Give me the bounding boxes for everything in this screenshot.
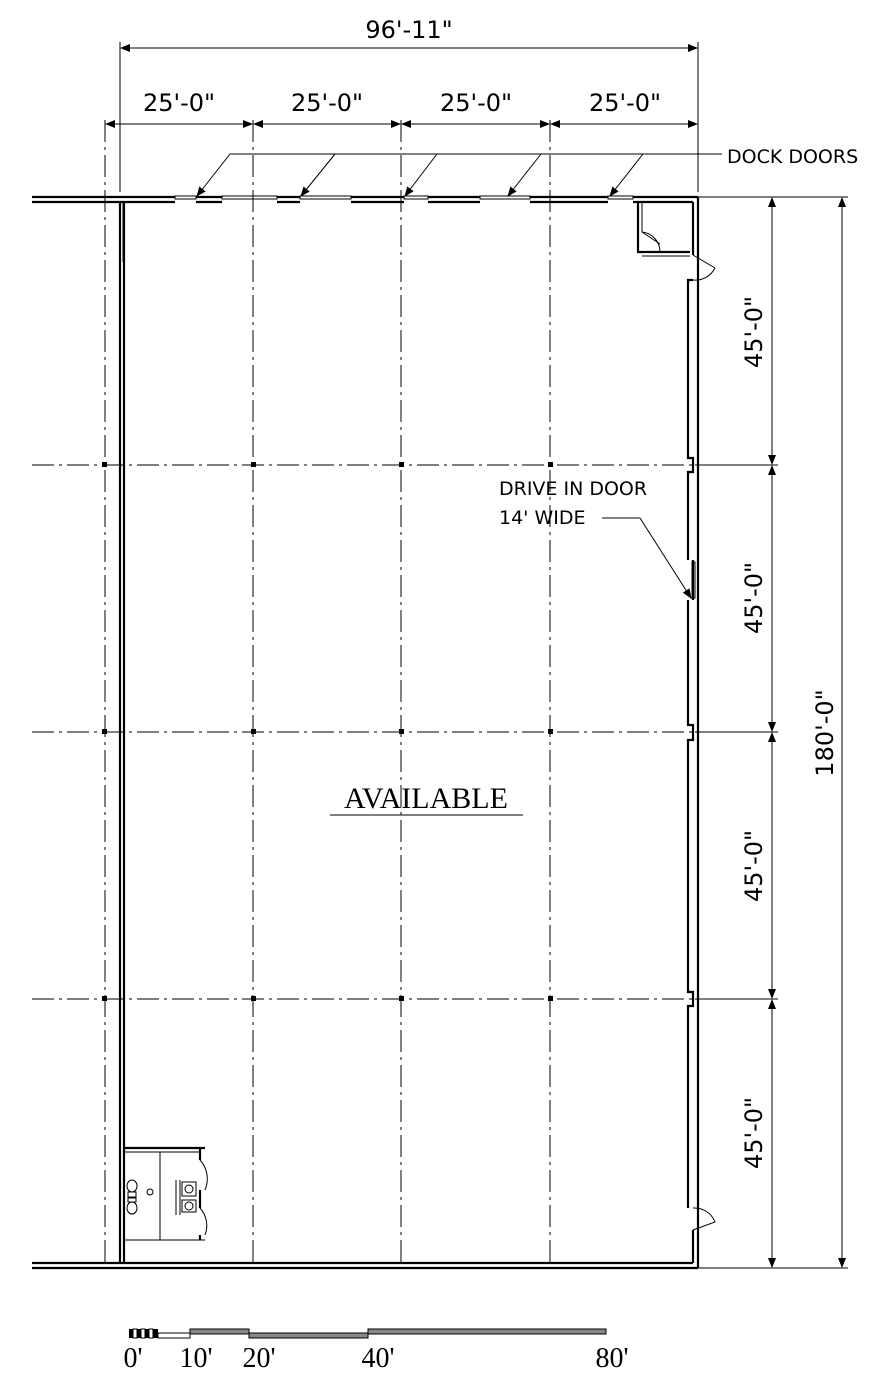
- column-grid: [32, 120, 698, 1268]
- drive-in-door-label-line1: DRIVE IN DOOR: [499, 478, 647, 500]
- dock-doors-callout: DOCK DOORS: [196, 146, 858, 197]
- dock-door-panels: [174, 195, 634, 200]
- scale-label-0: 0': [123, 1343, 142, 1374]
- bay-width-label-1: 25'-0": [143, 89, 215, 117]
- right-dimensions: 45'-0" 45'-0" 45'-0" 45'-0" 180'-0": [695, 196, 848, 1269]
- utility-room: [636, 202, 690, 257]
- bay-width-label-4: 25'-0": [589, 89, 661, 117]
- bay-depth-label-1: 45'-0": [740, 296, 768, 368]
- scale-label-20: 20': [242, 1343, 275, 1374]
- bay-width-label-2: 25'-0": [291, 89, 363, 117]
- scale-bar: 0' 10' 20' 40' 80': [123, 1328, 629, 1374]
- overall-width-label: 96'-11": [365, 16, 452, 44]
- restrooms: [124, 1146, 208, 1241]
- scale-label-10: 10': [179, 1343, 212, 1374]
- dock-doors-label: DOCK DOORS: [727, 146, 858, 168]
- bay-depth-label-4: 45'-0": [740, 1097, 768, 1169]
- scale-label-40: 40': [361, 1343, 394, 1374]
- overall-depth-label: 180'-0": [811, 689, 839, 776]
- available-label: AVAILABLE: [344, 782, 508, 815]
- building-walls: [32, 195, 716, 1270]
- drive-in-door: [691, 561, 696, 599]
- top-dimensions: 96'-11" 25'-0" 25'-0" 25'-0" 25'-0": [105, 16, 699, 192]
- bay-depth-label-3: 45'-0": [740, 830, 768, 902]
- bay-depth-label-2: 45'-0": [740, 562, 768, 634]
- column-markers: [102, 462, 553, 1001]
- space-label: AVAILABLE: [330, 782, 523, 816]
- drive-in-door-callout: DRIVE IN DOOR 14' WIDE: [499, 478, 692, 599]
- drive-in-door-label-line2: 14' WIDE: [499, 507, 585, 529]
- scale-label-80: 80': [595, 1343, 628, 1374]
- bay-width-label-3: 25'-0": [440, 89, 512, 117]
